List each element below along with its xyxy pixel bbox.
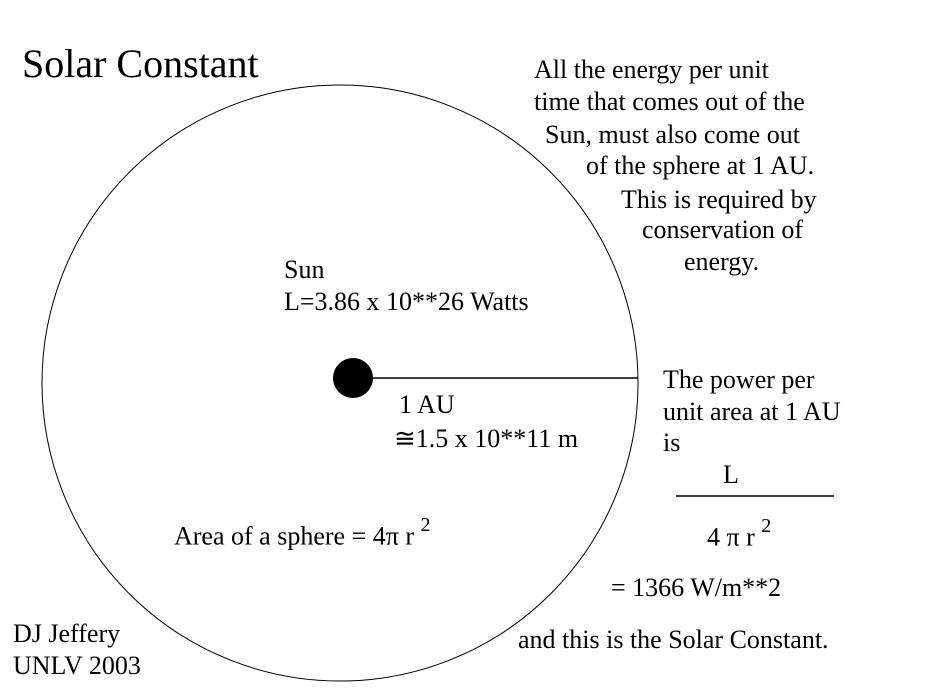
power-line: unit area at 1 AU <box>663 397 841 426</box>
result-value: = 1366 W/m**2 <box>611 573 782 602</box>
exponent: 2 <box>420 514 431 536</box>
note-line: energy. <box>684 247 760 276</box>
note-line: of the sphere at 1 AU. <box>586 151 815 180</box>
note-line: Sun, must also come out <box>545 120 800 149</box>
area-formula-text: Area of a sphere = 4π r <box>174 521 415 551</box>
sun-label: Sun <box>284 255 325 284</box>
distance-label: 1 AU <box>399 390 455 419</box>
distance-value: 1.5 x 10**11 m <box>415 424 579 453</box>
note-line: This is required by <box>621 185 817 214</box>
denominator-text: 4 π r <box>707 522 755 552</box>
page-title: Solar Constant <box>22 41 259 86</box>
exponent: 2 <box>761 515 772 537</box>
power-line: The power per <box>663 365 815 394</box>
luminosity-label: L=3.86 x 10**26 Watts <box>284 287 529 316</box>
note-line: time that comes out of the <box>534 87 805 116</box>
power-line: is <box>663 428 681 457</box>
note-line: All the energy per unit <box>534 55 769 84</box>
author: DJ Jeffery <box>13 619 121 648</box>
distance-value-row: ≅1.5 x 10**11 m <box>394 423 578 455</box>
affiliation: UNLV 2003 <box>13 651 141 680</box>
note-line: conservation of <box>642 215 804 244</box>
approx-symbol: ≅ <box>394 424 416 453</box>
area-formula: Area of a sphere = 4π r 2 <box>174 513 431 553</box>
conclusion: and this is the Solar Constant. <box>518 625 829 654</box>
sphere-1au <box>41 84 639 682</box>
fraction-numerator: L <box>723 460 739 489</box>
fraction-denominator: 4 π r 2 <box>707 514 771 554</box>
